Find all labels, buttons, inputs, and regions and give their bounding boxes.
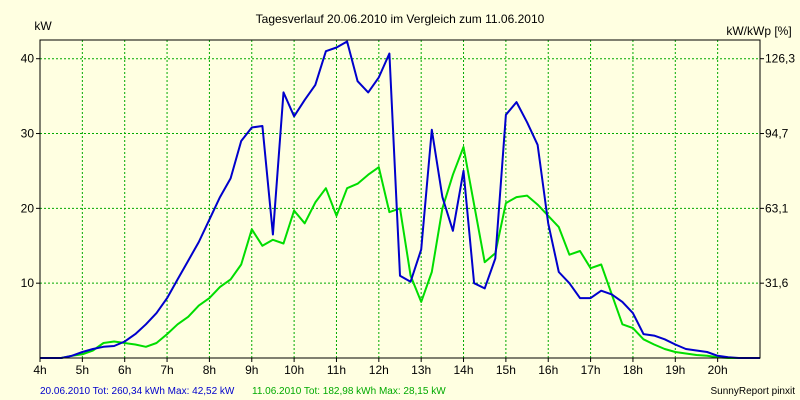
series-line-green: [40, 146, 760, 359]
x-tick-label: 13h: [411, 363, 431, 377]
y-axis-right-label: kW/kWp [%]: [726, 24, 791, 38]
plot-area: [40, 40, 760, 358]
y-tick-label: 30: [21, 127, 35, 141]
y2-tick-label: 63,1: [765, 201, 789, 215]
x-tick-label: 16h: [538, 363, 558, 377]
y2-tick-label: 94,7: [765, 127, 789, 141]
x-tick-label: 8h: [203, 363, 216, 377]
series-group: [40, 40, 760, 359]
x-tick-label: 14h: [454, 363, 474, 377]
plot-border: [39, 39, 761, 359]
y2-tick-label: 126,3: [765, 52, 795, 66]
x-axis: 4h 5h 6h 7h 8h 9h 10h 11h 12h 13h 14h 15h 16h 17h 18h 1…: [33, 358, 728, 377]
x-tick-label: 5h: [76, 363, 89, 377]
footer-series1-summary: 20.06.2010 Tot: 260,34 kWh Max: 42,52 kW: [40, 386, 235, 397]
x-tick-label: 18h: [623, 363, 643, 377]
y-tick-label: 40: [21, 52, 35, 66]
x-tick-label: 4h: [33, 363, 46, 377]
x-tick-label: 19h: [665, 363, 685, 377]
x-tick-label: 7h: [160, 363, 173, 377]
x-tick-label: 17h: [581, 363, 601, 377]
y-axis-right: 31,6 63,1 94,7 126,3: [760, 52, 795, 290]
y2-tick-label: 31,6: [765, 276, 789, 290]
chart-title: Tagesverlauf 20.06.2010 im Vergleich zum…: [256, 12, 545, 26]
x-tick-label: 6h: [118, 363, 131, 377]
x-tick-label: 9h: [245, 363, 258, 377]
x-tick-label: 20h: [708, 363, 728, 377]
y-axis-left-label: kW: [34, 19, 52, 33]
series-line-blue: [40, 40, 760, 359]
x-tick-label: 10h: [284, 363, 304, 377]
y-axis-left: 10 20 30 40: [21, 52, 40, 290]
x-tick-label: 12h: [369, 363, 389, 377]
y-tick-label: 10: [21, 276, 35, 290]
footer-credit: SunnyReport pinxit: [711, 386, 796, 397]
y-tick-label: 20: [21, 201, 35, 215]
footer-series2-summary: 11.06.2010 Tot: 182,98 kWh Max: 28,15 kW: [252, 386, 446, 397]
x-tick-label: 15h: [496, 363, 516, 377]
x-tick-label: 11h: [327, 363, 346, 377]
